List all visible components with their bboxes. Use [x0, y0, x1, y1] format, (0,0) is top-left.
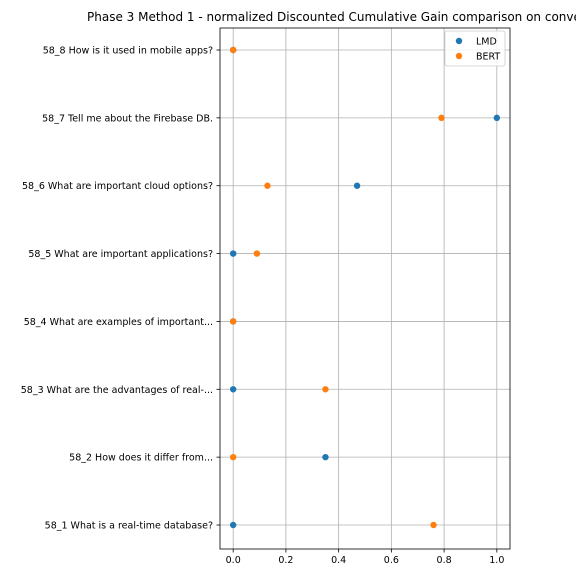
category-label: 58_1 What is a real-time database?	[45, 521, 213, 532]
category-label: 58_5 What are important applications?	[28, 249, 213, 260]
category-label: 58_6 What are important cloud options?	[22, 181, 213, 192]
x-tick-label: 0.6	[384, 555, 399, 566]
legend-label: BERT	[476, 52, 500, 63]
y-axis: 58_1 What is a real-time database? 58_2 H…	[21, 46, 220, 532]
x-tick-label: 0.2	[278, 555, 293, 566]
point-lmd	[229, 386, 237, 393]
legend-label: LMD	[476, 37, 497, 48]
x-axis: 0.0 0.2 0.4 0.6 0.8 1.0	[226, 549, 504, 566]
point-bert	[430, 521, 437, 529]
data-points	[229, 46, 501, 529]
point-lmd	[353, 182, 361, 189]
point-bert	[322, 386, 329, 393]
legend-marker	[455, 52, 463, 60]
x-tick-label: 0.0	[226, 555, 241, 566]
point-lmd	[229, 521, 237, 529]
category-label: 58_2 How does it differ from...	[69, 453, 213, 464]
category-label: 58_3 What are the advantages of real-...	[21, 385, 213, 396]
x-tick-label: 0.4	[331, 555, 346, 566]
category-label: 58_4 What are examples of important...	[24, 317, 213, 328]
point-bert	[229, 318, 237, 325]
x-tick-label: 1.0	[489, 555, 504, 566]
point-lmd	[229, 250, 237, 257]
point-bert	[253, 250, 261, 257]
point-bert	[264, 182, 271, 189]
point-bert	[229, 453, 237, 461]
point-lmd	[322, 453, 329, 461]
chart-title: Phase 3 Method 1 - normalized Discounted…	[87, 10, 576, 24]
grid	[220, 28, 510, 549]
point-lmd	[493, 114, 501, 122]
plot-frame	[219, 27, 511, 550]
category-label: 58_8 How is it used in mobile apps?	[43, 46, 213, 57]
point-bert	[229, 46, 237, 54]
x-tick-label: 0.8	[437, 555, 452, 566]
category-label: 58_7 Tell me about the Firebase DB.	[42, 113, 213, 124]
point-bert	[438, 114, 445, 122]
legend: LMD BERT	[444, 30, 506, 67]
legend-marker	[455, 37, 463, 45]
